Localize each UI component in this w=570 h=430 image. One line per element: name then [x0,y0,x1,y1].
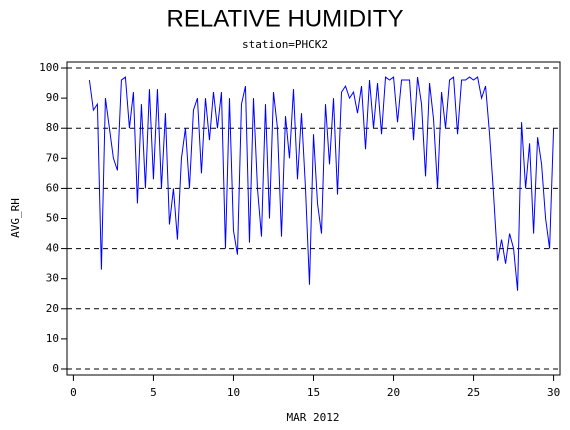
y-tick-label: 0 [52,362,59,375]
y-tick-label: 10 [46,332,59,345]
x-tick-label: 0 [70,386,77,399]
x-tick-label: 15 [307,386,320,399]
y-tick-label: 20 [46,302,59,315]
x-tick-label: 20 [387,386,400,399]
y-tick-label: 40 [46,242,59,255]
y-tick-label: 30 [46,272,59,285]
chart-title: RELATIVE HUMIDITY [167,5,404,32]
x-tick-label: 30 [547,386,560,399]
data-line [88,76,555,291]
y-tick-label: 70 [46,151,59,164]
x-tick-label: 10 [227,386,240,399]
x-axis-label: MAR 2012 [287,411,340,424]
x-tick-label: 25 [467,386,480,399]
y-tick-label: 80 [46,121,59,134]
y-tick-label: 100 [39,61,59,74]
chart-subtitle: station=PHCK2 [242,38,328,51]
y-tick-label: 50 [46,212,59,225]
y-tick-label: 90 [46,91,59,104]
y-tick-label: 60 [46,181,59,194]
x-tick-label: 5 [150,386,157,399]
y-axis-label: AVG_RH [9,198,22,238]
